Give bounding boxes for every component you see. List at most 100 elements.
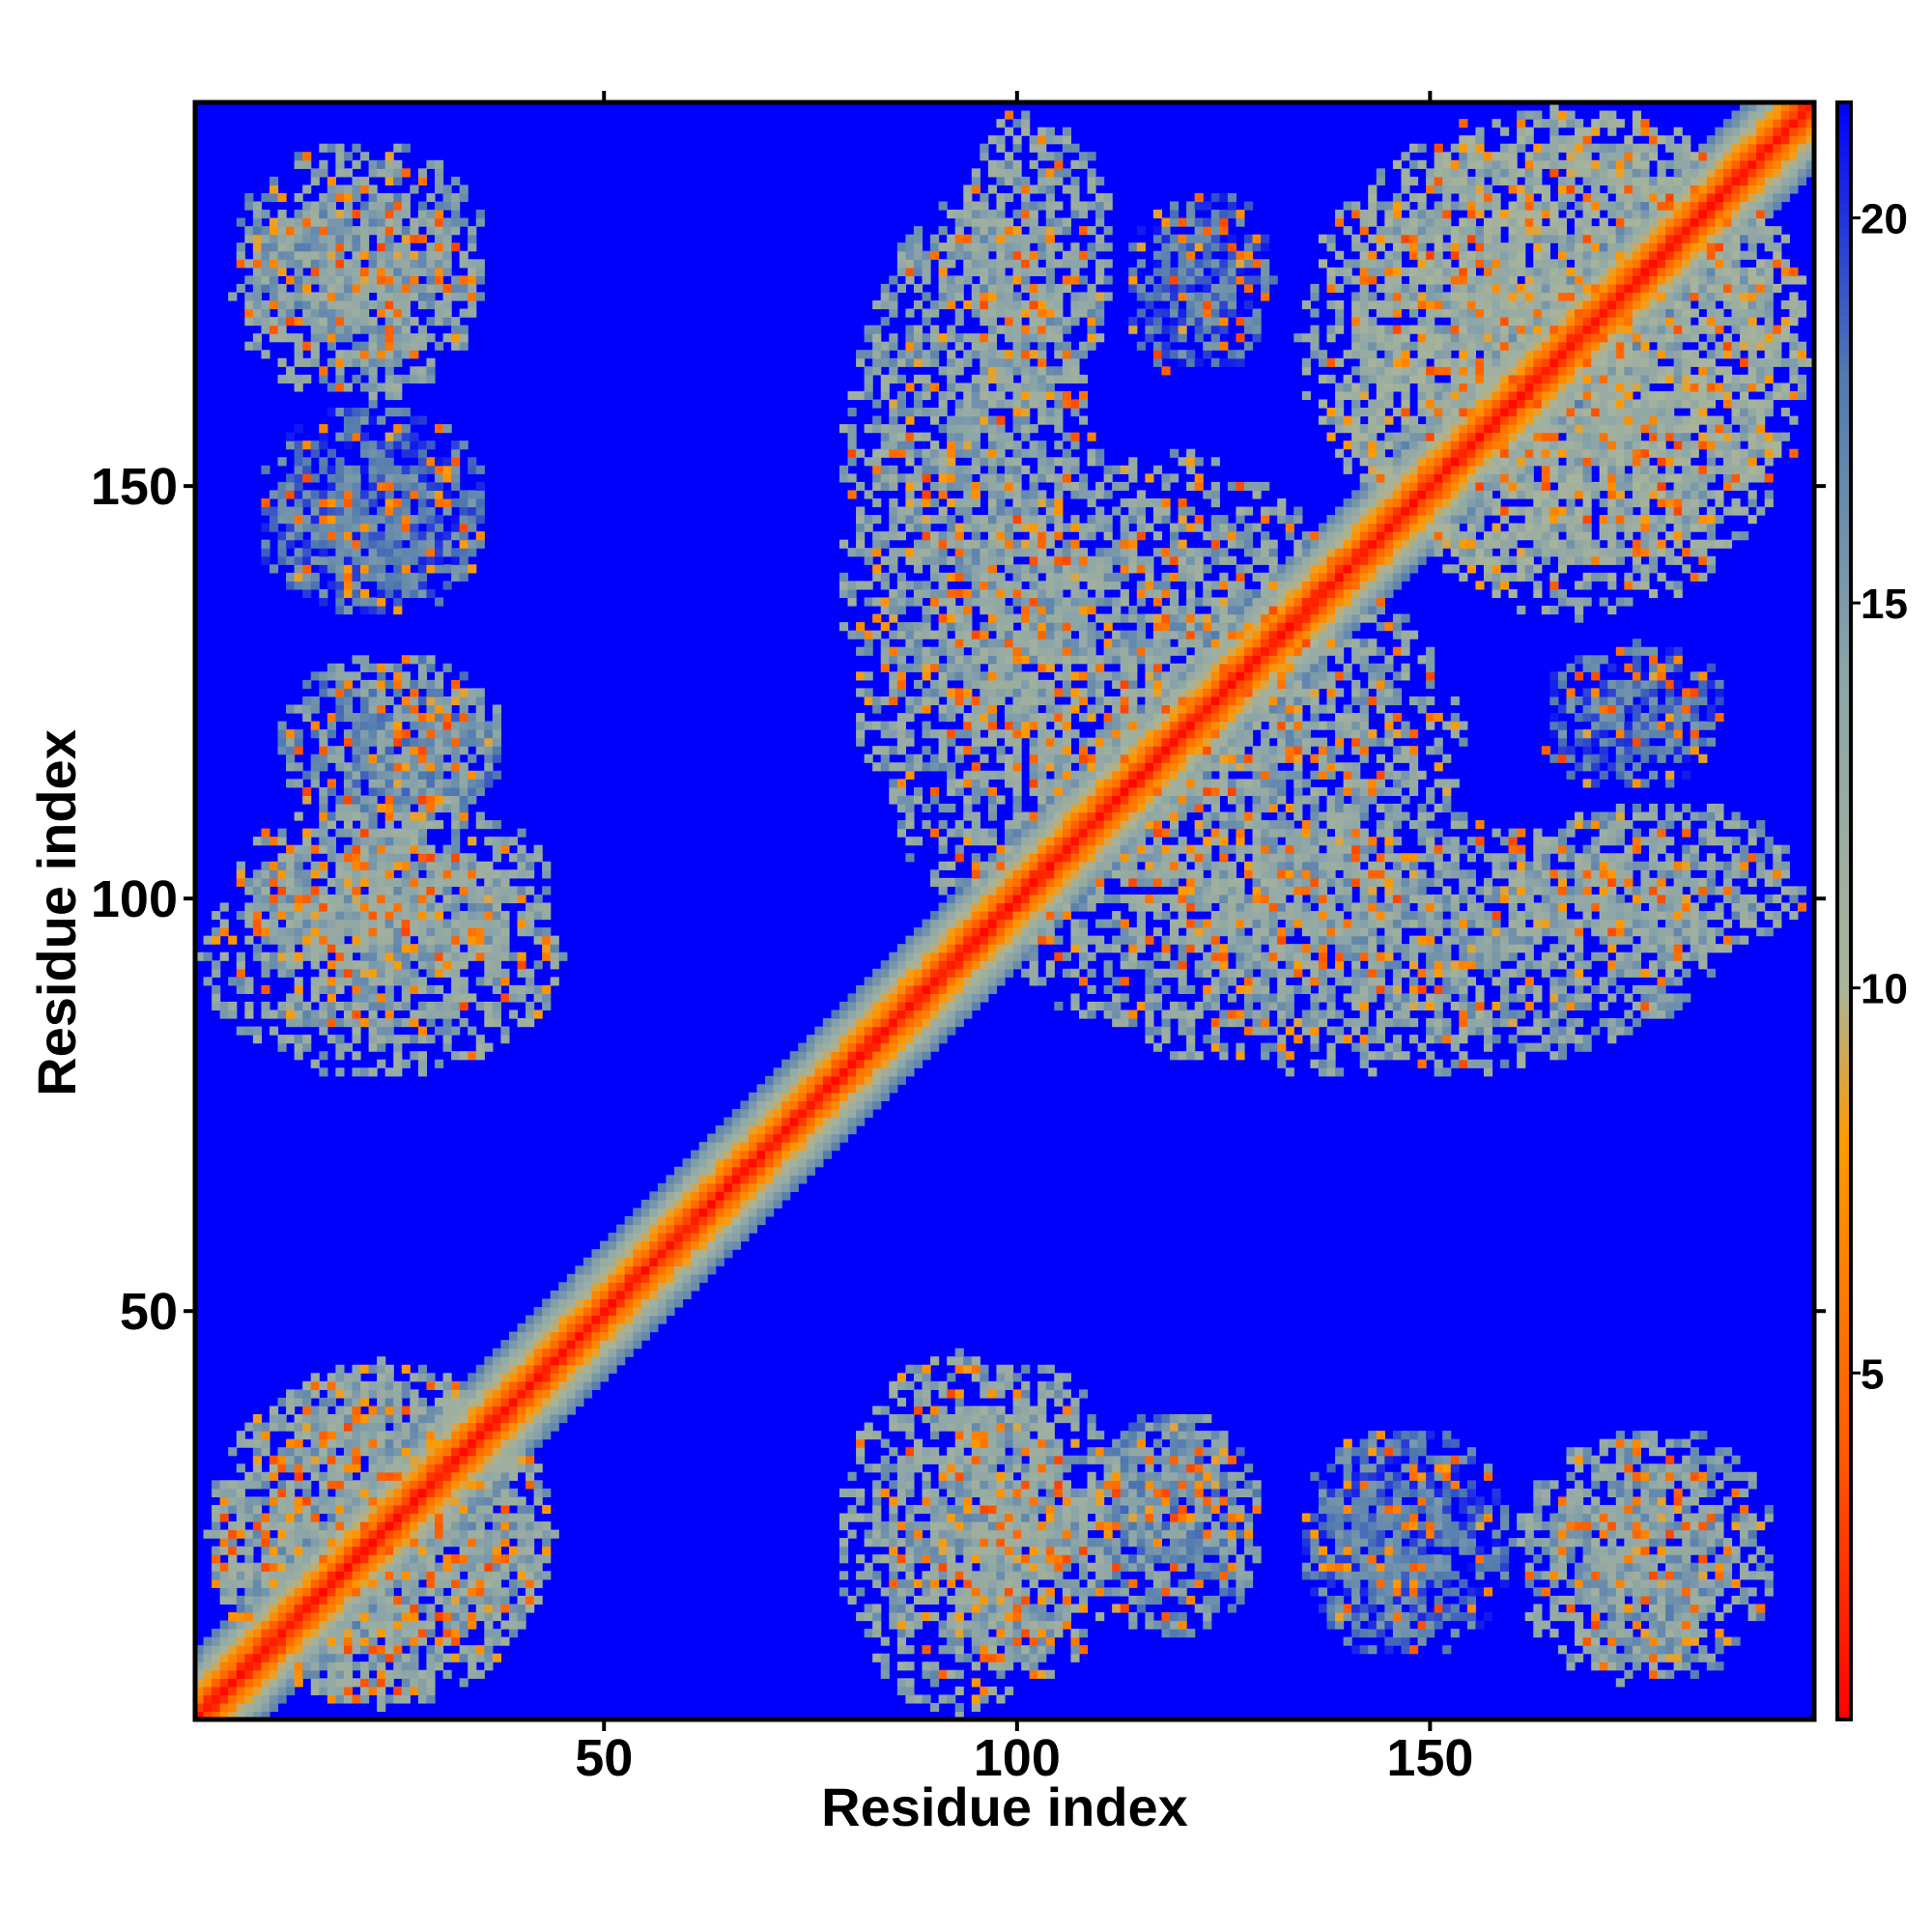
heatmap-cell — [533, 1380, 543, 1390]
heatmap-cell — [1335, 1554, 1345, 1564]
heatmap-cell — [1384, 1546, 1394, 1555]
heatmap-cell — [691, 1265, 700, 1275]
heatmap-cell — [558, 1315, 568, 1324]
heatmap-cell — [1648, 1669, 1659, 1679]
heatmap-cell — [1112, 1571, 1122, 1580]
heatmap-cell — [1128, 1438, 1138, 1448]
heatmap-cell — [442, 1554, 452, 1564]
heatmap-cell — [417, 1629, 428, 1638]
heatmap-cell — [649, 1249, 659, 1259]
heatmap-cell — [756, 1191, 766, 1201]
heatmap-cell — [673, 1298, 684, 1308]
heatmap-cell — [451, 993, 461, 1003]
heatmap-cell — [335, 977, 345, 986]
heatmap-cell — [889, 1018, 898, 1028]
heatmap-cell — [550, 1380, 559, 1390]
heatmap-cell — [1152, 1471, 1163, 1481]
heatmap-cell — [582, 1331, 593, 1341]
heatmap-cell — [666, 1240, 675, 1250]
heatmap-cell — [1277, 1059, 1287, 1068]
heatmap-cell — [1648, 1562, 1659, 1572]
heatmap-cell — [302, 1562, 312, 1572]
heatmap-cell — [624, 1257, 634, 1266]
heatmap-cell — [633, 1331, 642, 1341]
heatmap-cell — [244, 1645, 254, 1655]
heatmap-cell — [219, 1546, 229, 1555]
heatmap-cell — [1417, 1587, 1427, 1597]
heatmap-cell — [1466, 1009, 1477, 1019]
heatmap-cell — [922, 1587, 931, 1597]
heatmap-cell — [1343, 1471, 1352, 1481]
heatmap-cell — [1715, 1504, 1724, 1515]
heatmap-cell — [1145, 1571, 1154, 1580]
heatmap-cell — [856, 1431, 866, 1440]
heatmap-cell — [1541, 1521, 1550, 1531]
heatmap-cell — [1351, 1042, 1361, 1052]
heatmap-cell — [1301, 984, 1311, 995]
heatmap-cell — [434, 1521, 444, 1531]
heatmap-cell — [1078, 1513, 1089, 1522]
heatmap-cell — [1682, 1529, 1691, 1539]
heatmap-cell — [1533, 1538, 1543, 1548]
heatmap-cell — [1690, 1562, 1699, 1572]
heatmap-cell — [1566, 1578, 1576, 1588]
heatmap-cell — [847, 1513, 857, 1522]
heatmap-cell — [1450, 1604, 1460, 1613]
heatmap-cell — [905, 1694, 915, 1704]
heatmap-cell — [277, 1496, 287, 1506]
heatmap-cell — [508, 1587, 519, 1597]
heatmap-cell — [889, 1413, 898, 1424]
heatmap-cell — [1632, 984, 1642, 995]
heatmap-cell — [1062, 1538, 1072, 1548]
heatmap-cell — [1078, 1496, 1089, 1506]
heatmap-cell — [1434, 1529, 1443, 1539]
heatmap-cell — [294, 1447, 303, 1457]
heatmap-cell — [889, 1059, 898, 1068]
heatmap-cell — [1128, 1504, 1138, 1515]
heatmap-cell — [616, 1331, 626, 1341]
heatmap-cell — [1261, 1051, 1270, 1061]
heatmap-cell — [798, 1142, 808, 1151]
heatmap-cell — [691, 1273, 700, 1283]
heatmap-cell — [889, 1075, 898, 1085]
heatmap-cell — [1112, 1018, 1122, 1028]
heatmap-cell — [1392, 1488, 1403, 1497]
heatmap-cell — [889, 1554, 898, 1564]
heatmap-cell — [566, 1282, 576, 1292]
heatmap-cell — [401, 968, 411, 978]
heatmap-cell — [847, 1009, 857, 1019]
heatmap-cell — [1219, 1480, 1229, 1490]
heatmap-cell — [1029, 1604, 1038, 1613]
heatmap-cell — [500, 1513, 510, 1522]
heatmap-cell — [806, 1042, 815, 1052]
heatmap-cell — [352, 1694, 361, 1704]
heatmap-cell — [319, 1001, 328, 1011]
heatmap-cell — [1417, 1504, 1427, 1515]
heatmap-cell — [930, 1488, 940, 1497]
heatmap-cell — [1112, 1447, 1122, 1457]
heatmap-cell — [773, 1175, 782, 1184]
heatmap-cell — [947, 1413, 956, 1424]
heatmap-cell — [1012, 1529, 1022, 1539]
heatmap-cell — [236, 1562, 245, 1572]
heatmap-cell — [1293, 1018, 1303, 1028]
heatmap-cell — [657, 1249, 668, 1259]
heatmap-cell — [1731, 1578, 1741, 1588]
heatmap-cell — [896, 1686, 906, 1695]
heatmap-cell — [1665, 1620, 1675, 1630]
heatmap-cell — [1368, 1438, 1378, 1448]
heatmap-cell — [880, 1636, 890, 1646]
heatmap-cell — [896, 1629, 906, 1638]
heatmap-cell — [1591, 1480, 1601, 1490]
heatmap-cell — [1376, 1546, 1385, 1555]
heatmap-cell — [368, 1595, 378, 1605]
heatmap-cell — [401, 1389, 411, 1399]
heatmap-cell — [1005, 1364, 1014, 1374]
heatmap-cell — [1549, 1578, 1559, 1588]
heatmap-cell — [277, 1678, 287, 1688]
heatmap-cell — [368, 1629, 378, 1638]
heatmap-cell — [756, 1125, 766, 1135]
heatmap-cell — [889, 968, 898, 978]
heatmap-cell — [715, 1191, 724, 1201]
heatmap-cell — [377, 1604, 386, 1613]
